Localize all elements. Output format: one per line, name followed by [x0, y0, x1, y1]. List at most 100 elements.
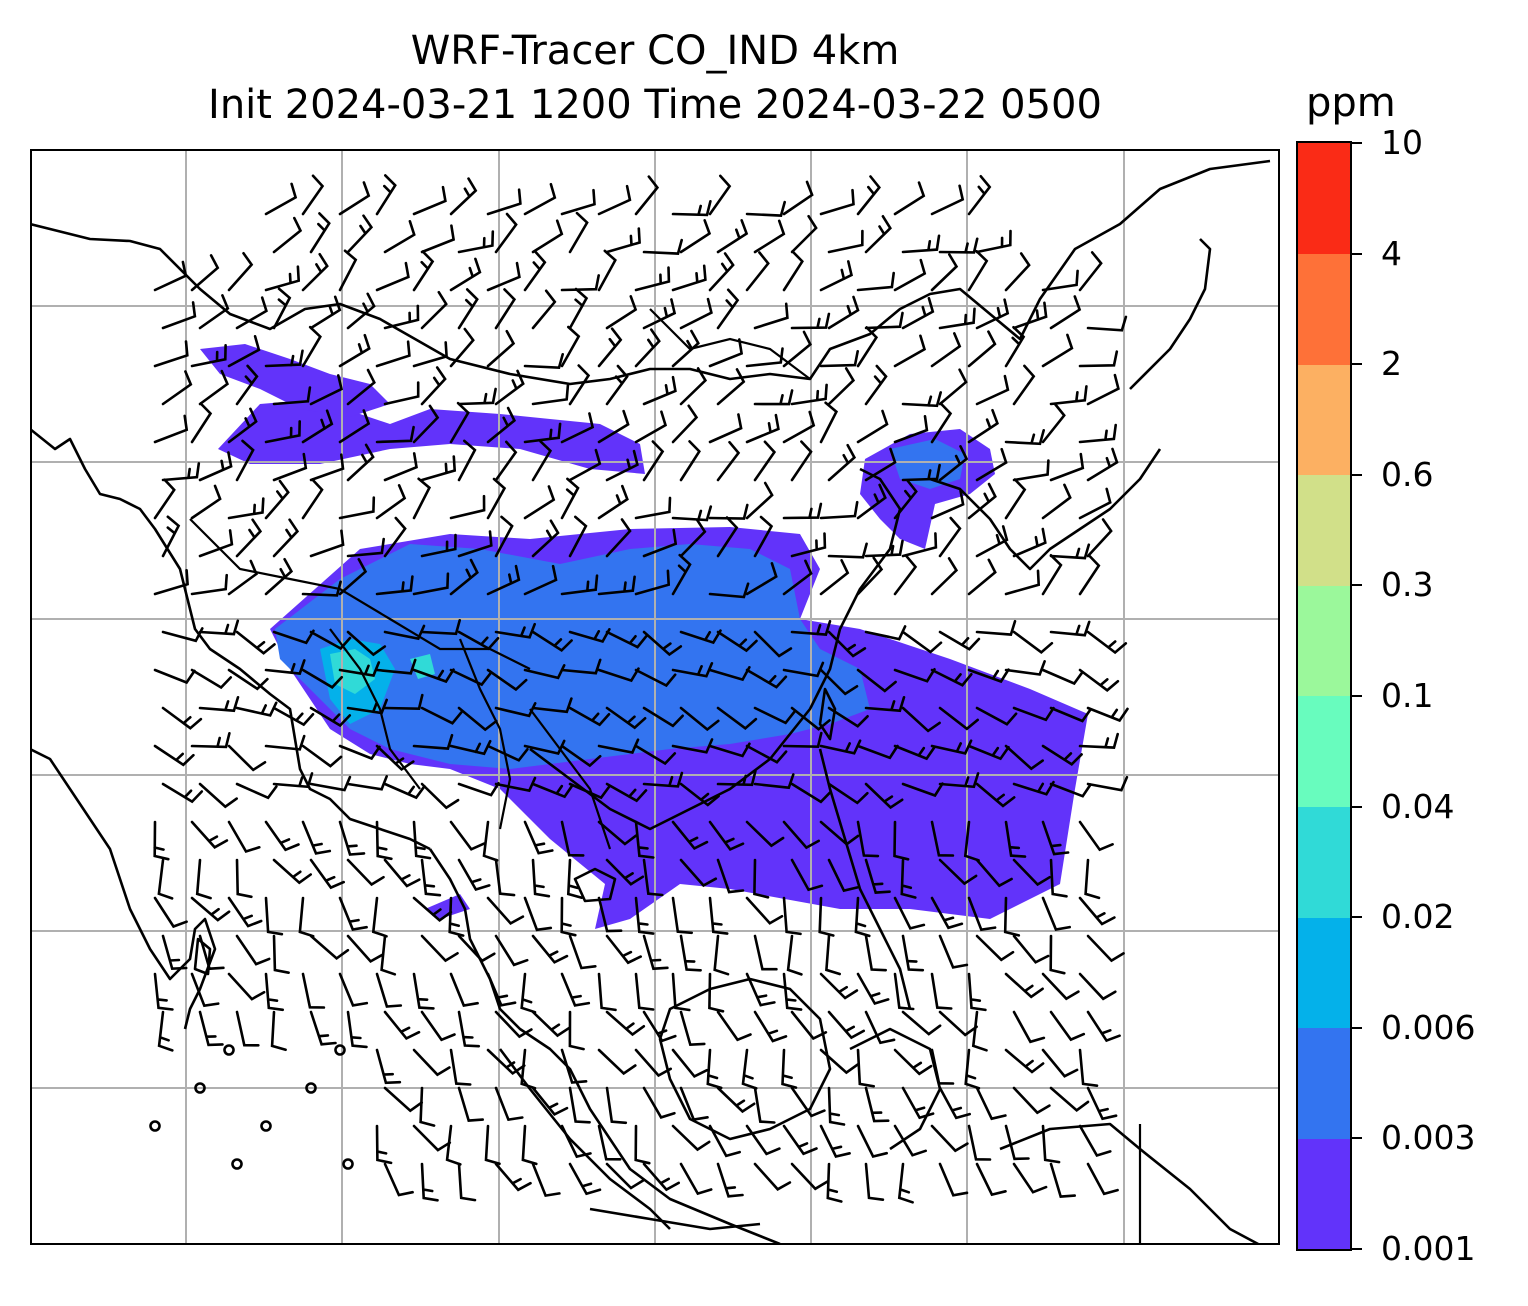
calm-wind-marker	[231, 1158, 243, 1170]
wind-barb	[153, 744, 195, 767]
wind-barb	[420, 455, 457, 482]
wind-barb	[1012, 1086, 1051, 1115]
wind-barb	[531, 858, 551, 898]
wind-barb	[819, 260, 854, 292]
wind-barb	[938, 237, 979, 254]
wind-barb	[560, 274, 600, 292]
wind-barb	[520, 1048, 537, 1090]
wind-barb	[190, 820, 229, 849]
coastline-west	[30, 427, 431, 851]
wind-barb	[605, 518, 632, 558]
wind-barb	[753, 1086, 776, 1124]
wind-barb	[856, 483, 887, 520]
wind-barb	[420, 782, 460, 810]
wind-barb	[486, 329, 516, 368]
wind-barb	[708, 820, 745, 852]
wind-barb	[605, 782, 648, 803]
wind-barb	[1041, 269, 1079, 292]
wind-barb	[856, 175, 881, 216]
wind-barb	[782, 731, 823, 749]
wind-barb	[153, 414, 189, 444]
wind-barb	[856, 820, 880, 858]
wind-barb	[560, 896, 577, 937]
wind-barb	[1086, 518, 1113, 558]
colorbar-tick-mark	[1352, 1137, 1362, 1140]
wind-barb	[235, 701, 278, 717]
wind-barb	[605, 630, 648, 649]
wind-barb	[272, 934, 290, 974]
wind-barb	[301, 580, 342, 597]
wind-barb	[531, 384, 570, 406]
wind-barb	[412, 733, 454, 750]
coastline-philippines	[818, 748, 912, 1010]
wind-barb	[893, 1048, 933, 1076]
wind-barb	[597, 1048, 637, 1076]
wind-barb	[893, 415, 929, 444]
colorbar-segment	[1298, 1138, 1350, 1250]
wind-barb	[412, 477, 432, 520]
wind-barb	[790, 440, 813, 482]
wind-barb	[338, 558, 368, 596]
calm-wind-marker	[194, 1082, 206, 1094]
wind-barb	[449, 558, 479, 596]
wind-barb	[827, 858, 859, 893]
wind-barb	[264, 659, 306, 676]
wind-barb	[938, 516, 962, 558]
wind-barb	[781, 1048, 798, 1089]
wind-barb	[856, 1124, 888, 1159]
calm-wind-marker	[305, 1082, 317, 1094]
coastline-java	[589, 1207, 761, 1231]
wind-barb	[523, 564, 558, 596]
wind-barb	[198, 619, 240, 636]
wind-barb	[568, 1010, 585, 1051]
wind-barb	[745, 972, 776, 1007]
colorbar-tick-label: 10	[1381, 123, 1423, 162]
wind-barb	[856, 744, 899, 760]
wind-barb	[523, 820, 554, 855]
wind-barb	[642, 1010, 677, 1043]
wind-barb	[412, 972, 435, 1010]
wind-barb	[1004, 660, 1046, 676]
wind-barb	[679, 440, 701, 482]
wind-barb	[930, 896, 964, 930]
wind-barb	[227, 896, 263, 928]
wind-barb	[1012, 706, 1055, 722]
wind-barb	[375, 425, 415, 444]
wind-barb	[264, 265, 301, 292]
wind-barb	[745, 413, 780, 444]
country-borders	[189, 308, 1142, 1245]
wind-barb	[856, 1048, 875, 1088]
wind-barb	[938, 1162, 969, 1197]
colorbar-tick-label: 4	[1381, 233, 1402, 273]
wind-barb	[708, 503, 749, 520]
wind-barb	[338, 333, 371, 368]
wind-barb	[938, 368, 968, 406]
wind-barb	[856, 668, 897, 693]
wind-barb	[605, 227, 641, 254]
wind-barb	[412, 820, 432, 860]
wind-barb	[642, 1162, 680, 1192]
wind-barb	[790, 1162, 829, 1191]
wind-barb	[827, 295, 860, 330]
wind-barb	[967, 175, 992, 216]
wind-barb	[1086, 1162, 1119, 1196]
wind-barb	[782, 972, 803, 1011]
wind-barb	[893, 896, 926, 930]
wind-barb	[560, 744, 602, 768]
wind-barb	[634, 1124, 651, 1165]
wind-barb	[745, 347, 784, 368]
wind-barb	[309, 775, 352, 792]
wind-barb	[634, 266, 671, 292]
border-1	[189, 518, 531, 670]
wind-barb	[671, 820, 709, 851]
wind-barb	[827, 542, 868, 559]
colorbar-tick-mark	[1352, 473, 1362, 476]
wind-barb	[383, 782, 426, 800]
tracer-concentration-layer	[200, 344, 1088, 929]
wind-barb	[190, 484, 222, 520]
wind-barb	[782, 180, 814, 216]
wind-barb	[420, 290, 448, 330]
wind-barb	[818, 896, 835, 937]
wind-barb	[264, 420, 301, 444]
wind-barb	[482, 820, 499, 862]
